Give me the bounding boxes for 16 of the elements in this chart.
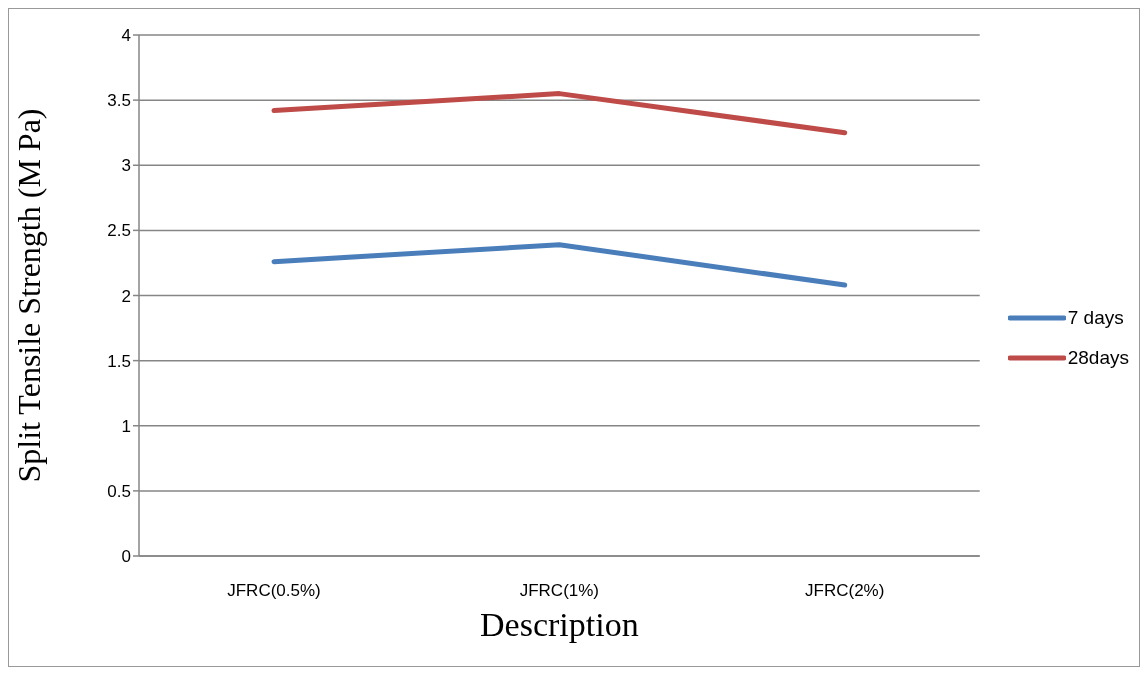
x-tick-label: JFRC(1%) — [519, 581, 600, 601]
x-tick-label: JFRC(0.5%) — [227, 581, 321, 601]
y-tick-label: 2 — [121, 286, 131, 306]
y-tick-label: 0.5 — [107, 481, 131, 501]
y-tick-label: 0 — [121, 547, 131, 567]
legend-label: 28days — [1067, 346, 1129, 369]
y-tick-label: 4 — [121, 26, 131, 46]
y-tick-label: 3.5 — [107, 91, 131, 111]
y-tick-label: 1 — [121, 416, 131, 436]
legend-label: 7 days — [1067, 306, 1124, 329]
y-tick-label: 1.5 — [107, 351, 131, 371]
x-tick-label: JFRC(2%) — [805, 581, 885, 601]
y-tick-label: 2.5 — [107, 221, 131, 241]
x-axis-title: Description — [480, 606, 639, 643]
y-tick-label: 3 — [121, 156, 131, 176]
y-axis-title: Split Tensile Strength (M Pa) — [11, 108, 48, 483]
